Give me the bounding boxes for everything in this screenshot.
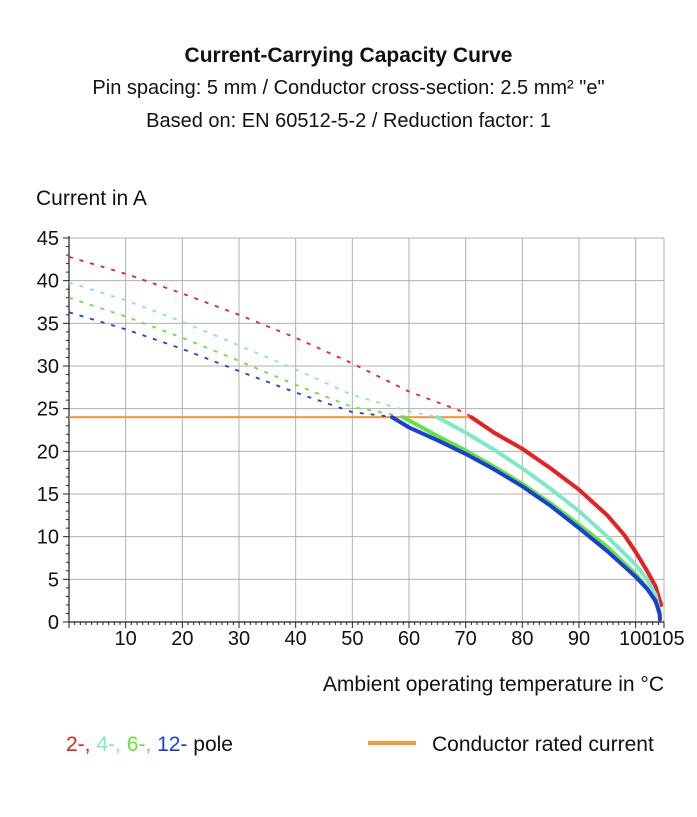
x-tick-label-10: 10 [115, 628, 137, 650]
x-tick-label-100: 100 [619, 628, 652, 650]
pole-legend: 2-, 4-, 6-, 12- pole [66, 733, 233, 757]
y-tick-label-5: 5 [48, 569, 59, 591]
y-tick-label-35: 35 [37, 313, 59, 335]
y-tick-label-20: 20 [37, 441, 59, 463]
x-tick-label-105: 105 [651, 628, 684, 650]
x-tick-label-30: 30 [228, 628, 250, 650]
x-tick-label-90: 90 [568, 628, 590, 650]
rated-current-legend: Conductor rated current [368, 733, 654, 757]
x-tick-label-50: 50 [341, 628, 363, 650]
chart-subtitle-spacing: Pin spacing: 5 mm / Conductor cross-sect… [92, 77, 605, 99]
chart-subtitle-standard: Based on: EN 60512-5-2 / Reduction facto… [146, 110, 551, 132]
series-12-pole-dashed [68, 311, 393, 419]
x-tick-label-80: 80 [511, 628, 533, 650]
x-tick-label-70: 70 [455, 628, 477, 650]
y-tick-label-15: 15 [37, 484, 59, 506]
x-axis-label: Ambient operating temperature in °C [322, 673, 664, 696]
series-2-pole-solid [469, 415, 664, 607]
legend-pole-6: 6-, [126, 733, 152, 756]
series-6-pole-dashed [68, 296, 404, 419]
legend-pole-2: 2-, [66, 733, 91, 756]
chart-title: Current-Carrying Capacity Curve [184, 44, 513, 67]
series-2-pole-dashed [68, 255, 472, 418]
series-12-pole-solid [390, 415, 662, 622]
series-4-pole-dashed [68, 281, 438, 419]
rated-current-swatch [368, 741, 416, 746]
x-tick-label-20: 20 [171, 628, 193, 650]
x-tick-label-60: 60 [398, 628, 420, 650]
y-tick-label-40: 40 [37, 271, 59, 293]
series-6-pole-solid [401, 415, 662, 618]
y-tick-label-10: 10 [37, 527, 59, 549]
legend-pole-suffix: pole [193, 733, 233, 756]
y-axis-label: Current in A [36, 187, 147, 210]
legend-pole-12: 12- [157, 733, 188, 756]
rated-current-label: Conductor rated current [432, 733, 654, 756]
y-tick-label-25: 25 [37, 399, 59, 421]
legend-pole-4: 4-, [96, 733, 121, 756]
y-tick-label-45: 45 [37, 228, 59, 250]
x-tick-label-40: 40 [285, 628, 307, 650]
y-tick-label-30: 30 [37, 356, 59, 378]
series-4-pole-solid [435, 415, 662, 614]
y-tick-label-0: 0 [48, 612, 59, 634]
